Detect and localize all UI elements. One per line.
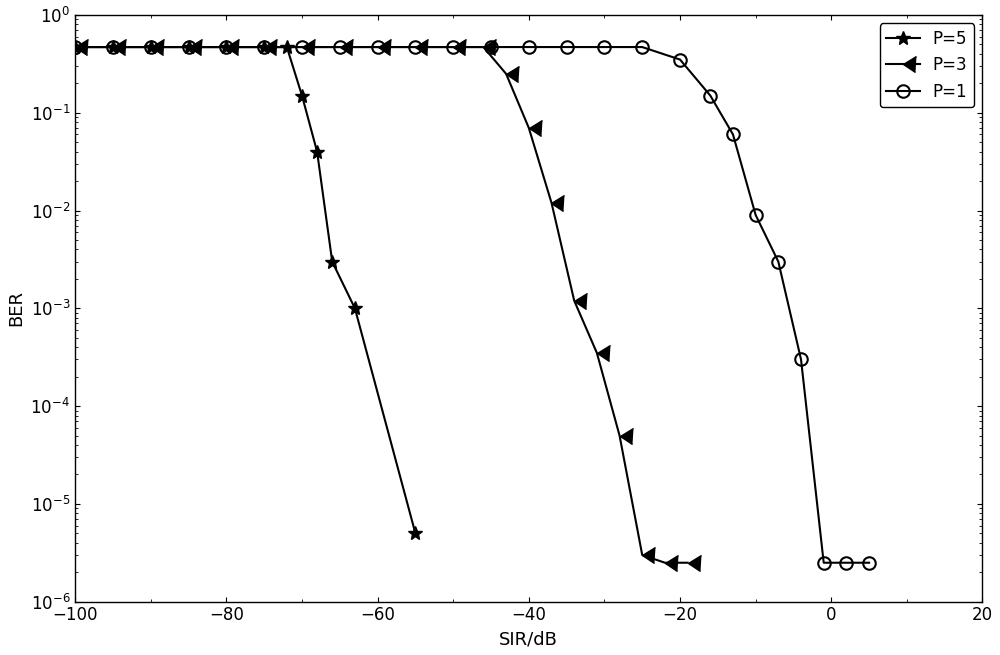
P=5 — [281, 43, 293, 51]
Legend: P=5, P=3, P=1: P=5, P=3, P=1 — [880, 24, 974, 107]
P=1 — [636, 43, 648, 51]
P=3 — [447, 43, 459, 51]
P=5 — [258, 43, 270, 51]
P=3 — [372, 43, 384, 51]
P=1 — [818, 559, 830, 567]
P=3 — [183, 43, 195, 51]
P=5 — [107, 43, 119, 51]
P=3 — [682, 559, 694, 567]
P=1 — [840, 559, 852, 567]
P=5 — [409, 529, 421, 537]
P=1 — [296, 43, 308, 51]
P=1 — [561, 43, 573, 51]
X-axis label: SIR/dB: SIR/dB — [499, 630, 558, 648]
P=1 — [863, 559, 875, 567]
P=5 — [220, 43, 232, 51]
P=3 — [523, 124, 535, 132]
P=3 — [107, 43, 119, 51]
P=1 — [750, 211, 762, 219]
P=3 — [614, 432, 626, 440]
P=3 — [659, 559, 671, 567]
P=1 — [485, 43, 497, 51]
Y-axis label: BER: BER — [7, 290, 25, 326]
P=1 — [409, 43, 421, 51]
P=3 — [568, 297, 580, 305]
P=1 — [447, 43, 459, 51]
P=3 — [409, 43, 421, 51]
P=1 — [674, 56, 686, 64]
Line: P=5: P=5 — [68, 40, 422, 540]
Line: P=3: P=3 — [67, 39, 696, 571]
P=3 — [636, 551, 648, 559]
P=3 — [477, 43, 489, 51]
P=3 — [591, 349, 603, 357]
P=5 — [296, 92, 308, 100]
P=5 — [349, 305, 361, 312]
P=1 — [372, 43, 384, 51]
P=3 — [500, 70, 512, 78]
P=5 — [69, 43, 81, 51]
P=1 — [704, 92, 716, 100]
P=1 — [258, 43, 270, 51]
P=5 — [311, 148, 323, 156]
P=5 — [326, 257, 338, 265]
P=1 — [523, 43, 535, 51]
P=5 — [145, 43, 157, 51]
P=3 — [145, 43, 157, 51]
P=3 — [69, 43, 81, 51]
P=1 — [69, 43, 81, 51]
P=1 — [220, 43, 232, 51]
P=1 — [183, 43, 195, 51]
P=3 — [220, 43, 232, 51]
Line: P=1: P=1 — [69, 41, 875, 569]
P=3 — [296, 43, 308, 51]
P=1 — [727, 130, 739, 138]
P=1 — [334, 43, 346, 51]
P=1 — [795, 356, 807, 364]
P=1 — [598, 43, 610, 51]
P=3 — [545, 199, 557, 207]
P=1 — [107, 43, 119, 51]
P=3 — [258, 43, 270, 51]
P=1 — [145, 43, 157, 51]
P=3 — [334, 43, 346, 51]
P=5 — [183, 43, 195, 51]
P=1 — [772, 257, 784, 265]
